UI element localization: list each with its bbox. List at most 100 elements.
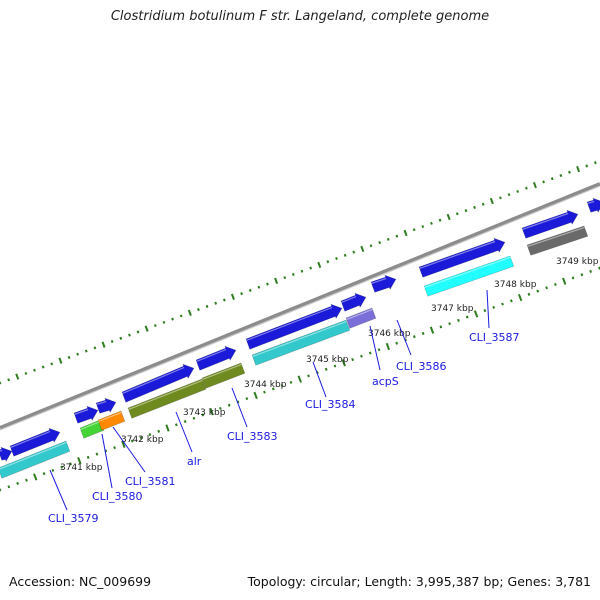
map-title: Clostridium botulinum F str. Langeland, …: [110, 9, 490, 24]
gene-forward-h[interactable]: [340, 292, 367, 312]
inner-tick: [473, 310, 479, 318]
outer-tick: [33, 368, 36, 372]
inner-tick: [368, 351, 372, 355]
scale-label: 3741 kbp: [60, 463, 103, 473]
inner-tick: [536, 289, 540, 293]
topology-text: Topology: circular; Length: 3,995,387 bp…: [247, 574, 591, 589]
outer-tick: [110, 339, 114, 344]
outer-tick: [524, 186, 528, 190]
gene-acpS-shine: [346, 308, 373, 320]
gene-features: [0, 197, 600, 479]
outer-tick: [240, 292, 243, 296]
gene-CLI_3581[interactable]: [97, 410, 126, 431]
outer-tick: [50, 362, 54, 366]
gene-forward-c[interactable]: [73, 405, 99, 424]
inner-tick: [580, 273, 584, 277]
outer-tick: [593, 161, 597, 165]
inner-tick: [483, 309, 487, 313]
inner-tick: [236, 400, 240, 404]
outer-tick: [403, 229, 408, 237]
gene-CLI_3581-shine: [98, 411, 122, 422]
outer-tick: [559, 173, 563, 178]
inner-tick: [517, 293, 523, 302]
backbone-line: [0, 182, 600, 430]
outer-tick: [464, 209, 468, 213]
gene-CLI_3584[interactable]: [251, 319, 351, 366]
outer-tick: [412, 228, 416, 232]
outer-tick: [7, 378, 11, 382]
gene-label[interactable]: CLI_3587: [469, 331, 520, 344]
gene-label[interactable]: CLI_3583: [227, 430, 278, 443]
outer-tick: [568, 170, 571, 174]
gene-forward-b[interactable]: [9, 427, 61, 457]
gene-forward-d[interactable]: [95, 397, 117, 414]
outer-tick: [283, 276, 287, 280]
gene-forward-e-shine: [122, 366, 185, 394]
scale-labels: 3741 kbp 3742 kbp 3743 kbp 3744 kbp 3745 kbp…: [60, 257, 599, 473]
outer-tick: [395, 234, 399, 238]
inner-tick: [501, 302, 504, 306]
gene-CLI_3580[interactable]: [79, 419, 105, 439]
inner-tick: [421, 331, 425, 335]
inner-tick: [219, 406, 222, 410]
inner-tick: [429, 326, 435, 334]
gene-CLI_3587[interactable]: [423, 255, 515, 297]
outer-tick: [473, 205, 476, 209]
gene-forward-e[interactable]: [121, 363, 195, 403]
inner-tick: [60, 465, 64, 469]
backbone-highlight: [0, 185, 600, 431]
outer-tick: [446, 213, 451, 221]
inner-tick: [69, 462, 72, 466]
inner-tick: [51, 468, 55, 472]
gene-forward-a[interactable]: [0, 446, 13, 463]
gene-forward-b-shine: [10, 430, 51, 448]
gene-label[interactable]: CLI_3586: [396, 360, 447, 373]
scale-label: 3742 kbp: [121, 435, 164, 445]
inner-tick: [95, 452, 99, 456]
gene-label[interactable]: CLI_3580: [92, 490, 143, 503]
gene-forward-k[interactable]: [521, 209, 579, 239]
gene-forward-f[interactable]: [195, 345, 237, 371]
gene-acpS[interactable]: [345, 307, 377, 329]
gene-label[interactable]: alr: [187, 455, 202, 468]
outer-tick: [317, 261, 322, 269]
inner-tick-ring: [0, 266, 600, 492]
gene-label[interactable]: CLI_3581: [125, 475, 176, 488]
outer-tick: [585, 164, 589, 168]
scale-label: 3747 kbp: [431, 304, 474, 314]
outer-tick: [489, 197, 494, 205]
inner-tick: [562, 277, 567, 285]
gene-forward-g[interactable]: [245, 303, 343, 350]
inner-tick: [253, 391, 258, 400]
outer-tick: [274, 277, 279, 285]
gene-CLI_3583[interactable]: [201, 362, 246, 389]
inner-tick: [121, 440, 126, 448]
gene-label[interactable]: CLI_3579: [48, 512, 99, 525]
gene-gray[interactable]: [526, 225, 589, 256]
inner-tick: [33, 473, 38, 481]
gene-CLI_3579[interactable]: [0, 440, 71, 479]
gene-alr[interactable]: [127, 378, 207, 419]
gene-forward-i[interactable]: [370, 274, 397, 293]
gene-forward-j[interactable]: [418, 237, 506, 278]
inner-tick: [139, 436, 143, 440]
outer-tick: [144, 325, 149, 332]
inner-tick: [527, 292, 531, 296]
inner-tick: [245, 397, 249, 401]
gene-labels[interactable]: CLI_3579 CLI_3580 CLI_3581 alr CLI_3583 CLI_3…: [48, 289, 520, 525]
inner-tick: [307, 374, 310, 378]
inner-tick: [209, 408, 214, 416]
inner-tick: [113, 446, 116, 450]
inner-tick: [571, 276, 575, 280]
gene-forward-l-shine: [587, 200, 595, 204]
inner-tick: [271, 387, 275, 391]
outer-tick: [257, 285, 261, 289]
gene-label[interactable]: acpS: [372, 375, 399, 388]
inner-tick: [104, 449, 108, 453]
outer-tick: [291, 272, 295, 276]
outer-tick: [516, 189, 520, 193]
outer-tick: [343, 253, 347, 257]
gene-label[interactable]: CLI_3584: [305, 398, 356, 411]
gene-forward-l[interactable]: [586, 197, 600, 214]
